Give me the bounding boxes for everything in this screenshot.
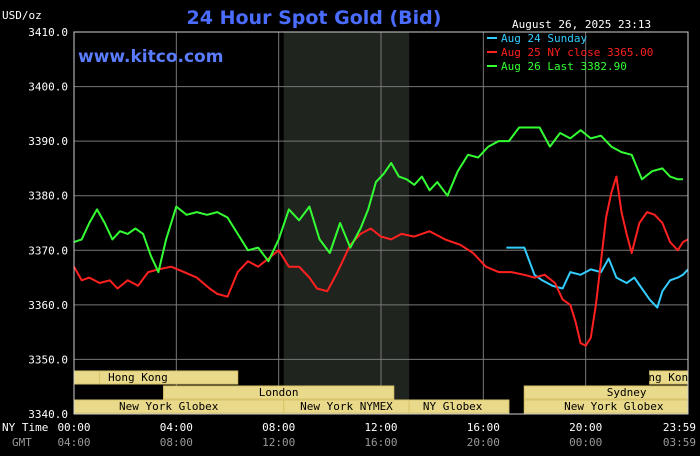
legend-entry: Aug 25 NY close 3365.00	[501, 46, 653, 59]
series-line	[73, 126, 683, 274]
x-tick-label-ny: 12:00	[364, 421, 397, 434]
grid-lines	[74, 32, 688, 414]
session-label: Hong Kong	[635, 371, 695, 384]
legend-entry: Aug 26 Last 3382.90	[501, 60, 627, 73]
y-tick-label: 3340.0	[28, 408, 68, 421]
session-box	[408, 399, 510, 414]
x-axis-ticks: 00:00 04:00 04:00 08:00 08:00 12:00 12:00 16:00…	[57, 421, 696, 449]
y-axis-ticks: 3410.0 3400.0 3390.0 3380.0 3370.0 3360.0 3350…	[28, 26, 68, 421]
session-box	[163, 385, 395, 400]
trading-sessions: Hong Kong London New York Globex New York N…	[73, 370, 695, 414]
series-line	[73, 175, 689, 347]
x-tick-label-gmt: 04:00	[57, 436, 90, 449]
x-tick-label-gmt: 16:00	[364, 436, 397, 449]
y-tick-label: 3350.0	[28, 353, 68, 366]
x-tick-label-ny: 16:00	[467, 421, 500, 434]
y-axis-label: USD/oz	[2, 9, 42, 22]
session-label: London	[259, 386, 299, 399]
chart-timestamp: August 26, 2025 23:13	[512, 18, 651, 31]
price-series	[73, 126, 689, 347]
kitco-brand-link[interactable]: www.kitco.com	[78, 47, 223, 67]
session-label: NY Globex	[423, 400, 483, 413]
x-tick-label-gmt: 03:59	[663, 436, 696, 449]
y-tick-label: 3370.0	[28, 244, 68, 257]
session-label: New York NYMEX	[300, 400, 393, 413]
x-tick-label-ny: 00:00	[57, 421, 90, 434]
legend-entry: Aug 24 Sunday	[501, 32, 587, 45]
y-tick-label: 3400.0	[28, 81, 68, 94]
session-label: New York Globex	[564, 400, 664, 413]
y-tick-label: 3390.0	[28, 135, 68, 148]
x-tick-label-gmt: 08:00	[160, 436, 193, 449]
session-box	[99, 370, 239, 385]
session-label: Sydney	[607, 386, 647, 399]
chart-title: 24 Hour Spot Gold (Bid)	[187, 7, 442, 29]
nymex-shaded-region	[283, 32, 410, 414]
x-tick-label-gmt: 20:00	[467, 436, 500, 449]
x-axis-tz-primary: NY Time	[2, 421, 48, 434]
x-tick-label-ny: 04:00	[160, 421, 193, 434]
x-axis-tz-secondary: GMT	[12, 436, 32, 449]
x-tick-label-gmt: 12:00	[262, 436, 295, 449]
x-tick-label-ny: 08:00	[262, 421, 295, 434]
x-tick-label-ny: 23:59	[663, 421, 696, 434]
y-tick-label: 3360.0	[28, 299, 68, 312]
session-box	[73, 370, 101, 385]
session-label: New York Globex	[119, 400, 219, 413]
y-tick-label: 3380.0	[28, 190, 68, 203]
plot-frame	[73, 31, 689, 415]
y-tick-label: 3410.0	[28, 26, 68, 39]
x-tick-label-gmt: 00:00	[569, 436, 602, 449]
series-line	[506, 246, 689, 309]
session-label: Hong Kong	[108, 371, 168, 384]
x-tick-label-ny: 20:00	[569, 421, 602, 434]
